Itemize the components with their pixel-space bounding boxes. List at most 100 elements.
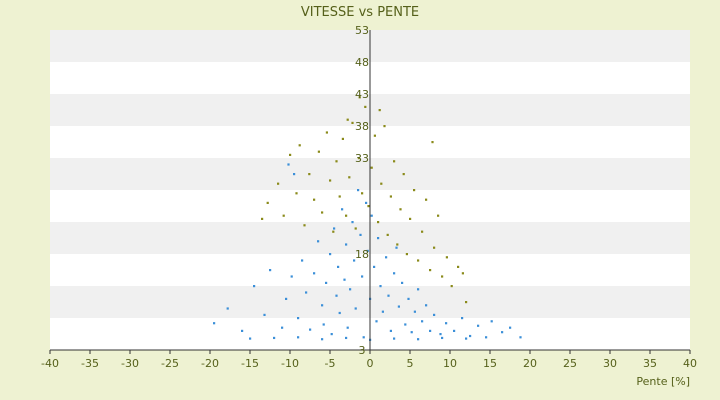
data-point-blue	[375, 320, 378, 323]
data-point-blue	[345, 336, 348, 340]
data-point-olive	[399, 208, 402, 211]
data-point-olive	[346, 118, 349, 121]
data-point-blue	[335, 294, 338, 297]
data-point-olive	[277, 182, 280, 185]
data-point-blue	[397, 305, 400, 308]
data-point-blue	[273, 336, 276, 340]
y-tick-label: 53	[355, 24, 369, 37]
data-point-blue	[453, 329, 456, 332]
data-point-olive	[421, 230, 424, 233]
data-point-blue	[321, 338, 324, 341]
x-tick-label: 40	[683, 357, 697, 370]
data-point-blue	[421, 320, 424, 323]
x-tick-label: 35	[643, 357, 657, 370]
data-point-blue	[485, 336, 488, 339]
data-point-blue	[241, 329, 244, 332]
data-point-blue	[365, 201, 368, 204]
data-point-blue	[395, 246, 398, 249]
x-tick-label: -35	[81, 357, 99, 370]
data-point-blue	[389, 329, 392, 332]
data-point-olive	[417, 259, 420, 262]
data-point-blue	[309, 328, 312, 331]
data-point-blue	[297, 317, 300, 320]
data-point-blue	[317, 240, 320, 243]
data-point-blue	[393, 337, 396, 340]
chart-title: VITESSE vs PENTE	[301, 5, 419, 20]
data-point-blue	[343, 278, 346, 281]
data-point-olive	[313, 198, 316, 201]
data-point-blue	[253, 285, 256, 288]
data-point-olive	[358, 96, 361, 99]
data-point-olive	[345, 214, 348, 217]
data-point-blue	[441, 336, 444, 340]
data-point-olive	[321, 211, 324, 214]
data-point-blue	[359, 233, 362, 236]
data-point-olive	[325, 131, 328, 134]
data-point-olive	[461, 272, 464, 275]
data-point-blue	[322, 323, 325, 326]
y-tick-label: 33	[355, 152, 369, 165]
data-point-blue	[417, 338, 420, 341]
data-point-blue	[341, 208, 344, 211]
y-tick-label: 43	[355, 88, 369, 101]
data-point-olive	[431, 141, 434, 144]
data-point-blue	[325, 281, 328, 284]
data-point-olive	[261, 217, 264, 220]
data-point-olive	[396, 243, 399, 246]
data-point-blue	[519, 336, 522, 339]
data-point-olive	[373, 134, 376, 137]
data-point-blue	[305, 291, 308, 294]
data-point-blue	[393, 272, 396, 275]
x-tick-label: -15	[241, 357, 259, 370]
data-point-blue	[349, 288, 352, 291]
data-point-blue	[362, 336, 365, 339]
data-point-blue	[354, 307, 357, 310]
data-point-olive	[409, 217, 412, 220]
data-point-blue	[381, 310, 384, 313]
data-point-blue	[285, 297, 288, 300]
x-tick-label: 25	[563, 357, 577, 370]
data-point-olive	[332, 230, 335, 233]
data-point-olive	[389, 195, 392, 198]
data-point-olive	[405, 253, 408, 256]
data-point-blue	[263, 313, 266, 316]
data-point-blue	[281, 326, 284, 329]
data-point-olive	[295, 192, 298, 195]
data-point-blue	[433, 313, 436, 316]
data-point-blue	[385, 256, 388, 259]
x-tick-label: -30	[121, 357, 139, 370]
data-point-olive	[335, 160, 338, 163]
data-point-blue	[357, 189, 360, 192]
data-point-olive	[364, 105, 367, 108]
x-tick-label: -25	[161, 357, 179, 370]
x-tick-label: 30	[603, 357, 617, 370]
data-point-blue	[297, 336, 300, 339]
y-tick-label: 38	[355, 120, 369, 133]
y-tick-label: 48	[355, 56, 369, 69]
data-point-blue	[351, 221, 354, 224]
data-point-blue	[404, 323, 407, 326]
data-point-olive	[354, 227, 357, 230]
data-point-olive	[367, 205, 370, 208]
data-point-olive	[370, 166, 373, 169]
x-tick-label: -10	[281, 357, 299, 370]
data-point-olive	[282, 214, 285, 217]
data-point-blue	[373, 265, 376, 268]
data-point-blue	[330, 333, 333, 336]
tick-labels: -40 -35 -30 -25 -20 -15 -10 -5 0 5 10 15 20 25 30 35 40 3…	[41, 24, 697, 370]
data-points	[213, 96, 522, 341]
data-point-blue	[401, 281, 404, 284]
x-axis-label: Pente [%]	[636, 375, 690, 388]
data-point-olive	[289, 153, 292, 156]
data-point-blue	[413, 310, 416, 313]
data-point-olive	[386, 233, 389, 236]
data-point-olive	[378, 109, 381, 112]
data-point-blue	[287, 163, 290, 166]
data-point-olive	[329, 179, 332, 182]
data-point-olive	[393, 160, 396, 163]
data-point-blue	[490, 320, 493, 323]
data-point-blue	[465, 337, 468, 340]
data-point-olive	[465, 301, 468, 304]
x-tick-label: -20	[201, 357, 219, 370]
data-point-olive	[377, 221, 380, 224]
